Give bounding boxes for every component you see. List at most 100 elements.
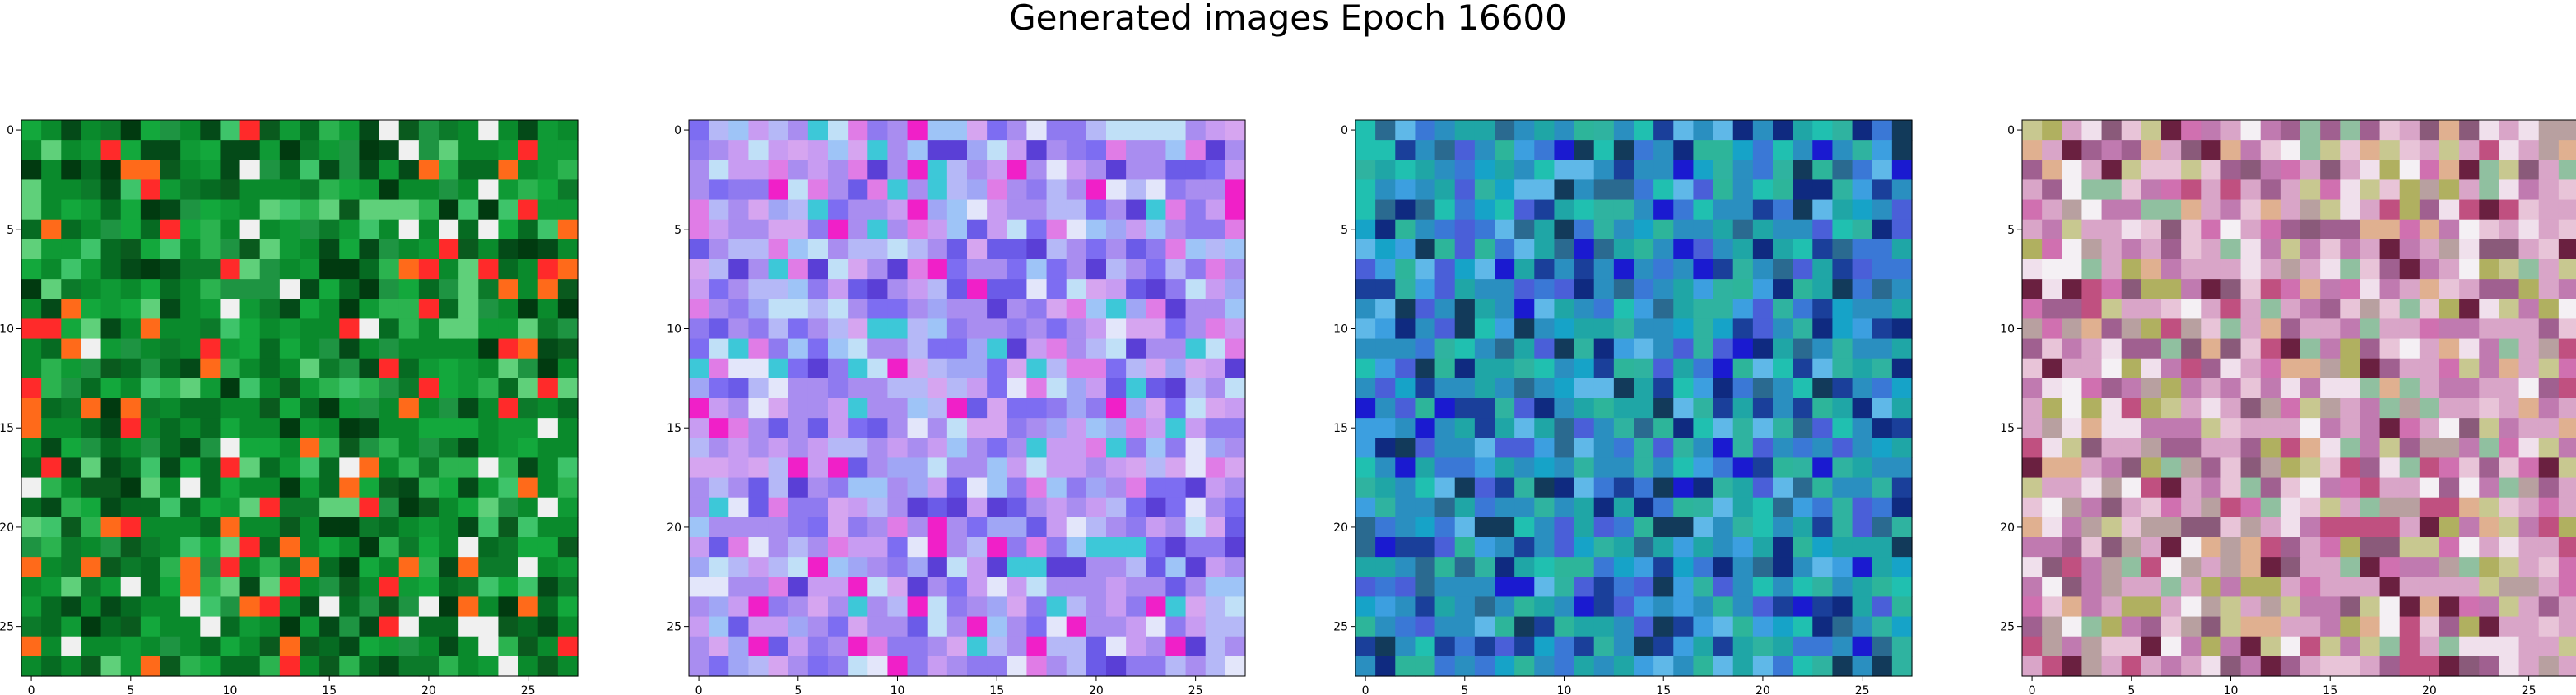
pixel-cell (828, 120, 849, 141)
pixel-cell (100, 199, 122, 220)
pixel-cell (2081, 557, 2103, 577)
pixel-cell (2439, 358, 2460, 379)
pixel-cell (220, 219, 241, 240)
pixel-cell (439, 616, 459, 637)
heatmap-panel-2: 0 5 10 15 20 25 0 5 10 15 20 25 (667, 119, 1246, 695)
pixel-cell (239, 457, 261, 479)
pixel-cell (180, 517, 201, 538)
pixel-cell (2360, 160, 2381, 181)
pixel-cell (2419, 517, 2440, 538)
pixel-cell (1574, 358, 1595, 379)
pixel-cell (2499, 438, 2520, 459)
y-tick-label: 0 (1341, 124, 1348, 137)
pixel-cell (1185, 557, 1207, 577)
pixel-cell (398, 517, 420, 538)
pixel-cell (2499, 338, 2520, 359)
pixel-cell (300, 656, 320, 677)
pixel-cell (1185, 438, 1207, 459)
pixel-cell (2479, 358, 2500, 379)
pixel-cell (2161, 596, 2182, 618)
pixel-cell (239, 318, 261, 340)
pixel-cell (2300, 398, 2321, 419)
pixel-cell (1852, 279, 1873, 299)
pixel-cell (2121, 318, 2142, 340)
pixel-cell (2220, 140, 2242, 160)
pixel-cell (120, 239, 142, 260)
pixel-cell (2360, 457, 2381, 479)
pixel-cell (2518, 577, 2540, 598)
pixel-cell (1713, 378, 1734, 399)
pixel-cell (2518, 199, 2540, 220)
pixel-cell (768, 140, 789, 160)
pixel-cell (828, 596, 849, 618)
pixel-cell (848, 477, 868, 498)
pixel-cell (1165, 358, 1187, 379)
pixel-cell (220, 457, 241, 479)
pixel-cell (1752, 358, 1774, 379)
pixel-cell (689, 299, 709, 320)
pixel-cell (200, 239, 221, 260)
pixel-cell (2201, 497, 2222, 518)
pixel-cell (1355, 279, 1376, 299)
pixel-cell (1852, 636, 1873, 657)
pixel-cell (1126, 358, 1146, 379)
pixel-cell (1832, 299, 1853, 320)
pixel-cell (2538, 596, 2560, 618)
pixel-cell (2161, 398, 2182, 419)
pixel-cell (1634, 418, 1654, 438)
pixel-cell (239, 418, 261, 438)
pixel-cell (788, 219, 809, 240)
pixel-cell (887, 160, 909, 181)
pixel-cell (1872, 259, 1893, 280)
pixel-cell (1165, 199, 1187, 220)
pixel-cell (21, 438, 42, 459)
pixel-cell (2161, 160, 2182, 181)
pixel-cell (120, 557, 142, 577)
pixel-cell (1713, 179, 1734, 201)
pixel-cell (2220, 656, 2242, 677)
pixel-cell (1634, 239, 1654, 260)
pixel-cell (259, 457, 281, 479)
pixel-cell (2220, 239, 2242, 260)
pixel-cell (1653, 616, 1674, 637)
pixel-cell (1852, 577, 1873, 598)
pixel-cell (1355, 636, 1376, 657)
pixel-cell (160, 497, 181, 518)
pixel-cell (339, 239, 360, 260)
pixel-cell (828, 457, 849, 479)
figure-title: Generated images Epoch 16600 (1009, 0, 1567, 38)
pixel-cell (1693, 120, 1714, 141)
pixel-cell (239, 259, 261, 280)
pixel-cell (2399, 259, 2420, 280)
pixel-cell (319, 299, 340, 320)
pixel-cell (160, 299, 181, 320)
pixel-cell (709, 457, 729, 479)
pixel-cell (1593, 279, 1615, 299)
pixel-cell (1415, 656, 1436, 677)
pixel-cell (458, 120, 479, 141)
pixel-cell (2499, 457, 2520, 479)
pixel-cell (300, 477, 320, 498)
pixel-cell (2260, 398, 2281, 419)
pixel-cell (807, 120, 829, 141)
pixel-cell (300, 338, 320, 359)
pixel-cell (2538, 140, 2560, 160)
pixel-cell (1395, 120, 1416, 141)
pixel-cell (807, 457, 829, 479)
pixel-cell (1732, 656, 1754, 677)
pixel-cell (1454, 378, 1476, 399)
pixel-cell (2260, 577, 2281, 598)
pixel-cell (2479, 636, 2500, 657)
pixel-cell (2161, 279, 2182, 299)
pixel-cell (2260, 259, 2281, 280)
pixel-cell (728, 378, 750, 399)
pixel-cell (2439, 656, 2460, 677)
pixel-cell (689, 457, 709, 479)
y-tick-label: 10 (0, 323, 14, 336)
pixel-cell (2220, 199, 2242, 220)
pixel-cell (1106, 418, 1127, 438)
pixel-cell (1713, 477, 1734, 498)
pixel-cell (709, 616, 729, 637)
pixel-cell (1066, 279, 1087, 299)
pixel-cell (1434, 557, 1456, 577)
